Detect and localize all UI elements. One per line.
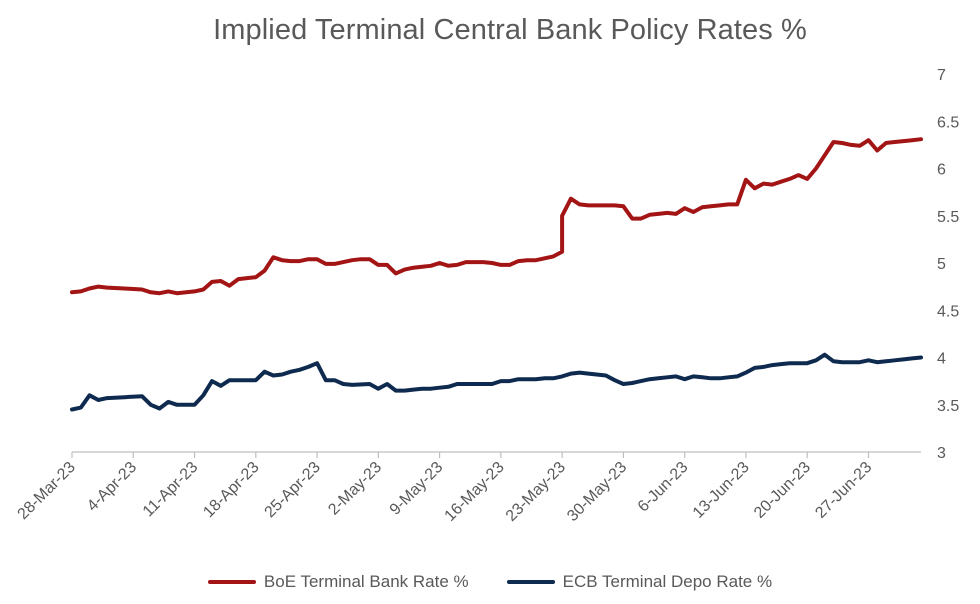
y-tick-label: 3 bbox=[937, 445, 946, 462]
series-lines bbox=[70, 137, 923, 412]
legend-item-boe: BoE Terminal Bank Rate % bbox=[207, 572, 469, 592]
ecb-series-line bbox=[70, 352, 923, 412]
y-axis-ticks: 3 3.5 4 4.5 5 5.5 6 6.5 7 bbox=[937, 67, 959, 462]
y-tick-label: 4.5 bbox=[937, 303, 959, 320]
x-tick-label: 28-Mar-23 bbox=[15, 459, 79, 523]
boe-series-line bbox=[70, 137, 923, 296]
legend-label-ecb: ECB Terminal Depo Rate % bbox=[562, 572, 773, 591]
legend-swatch-ecb bbox=[506, 580, 555, 584]
x-tick-label: 2-May-23 bbox=[325, 459, 385, 519]
y-tick-label: 5.5 bbox=[937, 209, 959, 226]
x-tick-label: 20-Jun-23 bbox=[751, 459, 814, 522]
x-tick-label: 4-Apr-23 bbox=[84, 459, 140, 515]
legend-label-boe: BoE Terminal Bank Rate % bbox=[263, 572, 469, 591]
chart-title: Implied Terminal Central Bank Policy Rat… bbox=[213, 14, 807, 46]
x-tick-label: 30-May-23 bbox=[564, 459, 630, 525]
x-tick-label: 9-May-23 bbox=[387, 459, 447, 519]
legend: BoE Terminal Bank Rate % ECB Terminal De… bbox=[0, 572, 980, 592]
x-tick-label: 11-Apr-23 bbox=[140, 459, 202, 521]
y-tick-label: 3.5 bbox=[937, 398, 959, 415]
x-tick-label: 23-May-23 bbox=[503, 459, 569, 525]
y-tick-label: 7 bbox=[937, 67, 946, 84]
y-tick-label: 6.5 bbox=[937, 114, 959, 131]
legend-item-ecb: ECB Terminal Depo Rate % bbox=[506, 572, 773, 592]
y-tick-label: 6 bbox=[937, 162, 946, 179]
y-tick-label: 4 bbox=[937, 351, 946, 368]
legend-swatch-boe bbox=[207, 580, 256, 584]
x-tick-label: 25-Apr-23 bbox=[262, 459, 324, 521]
x-tick-label: 6-Jun-23 bbox=[635, 459, 692, 516]
x-axis: 28-Mar-23 4-Apr-23 11-Apr-2318-Apr-2325-Ap… bbox=[15, 451, 921, 525]
x-tick-label: 27-Jun-23 bbox=[812, 459, 875, 522]
x-tick-label: 18-Apr-23 bbox=[200, 459, 262, 521]
x-tick-label: 13-Jun-23 bbox=[690, 459, 753, 522]
x-tick-label: 16-May-23 bbox=[442, 459, 508, 525]
y-tick-label: 5 bbox=[937, 256, 946, 273]
